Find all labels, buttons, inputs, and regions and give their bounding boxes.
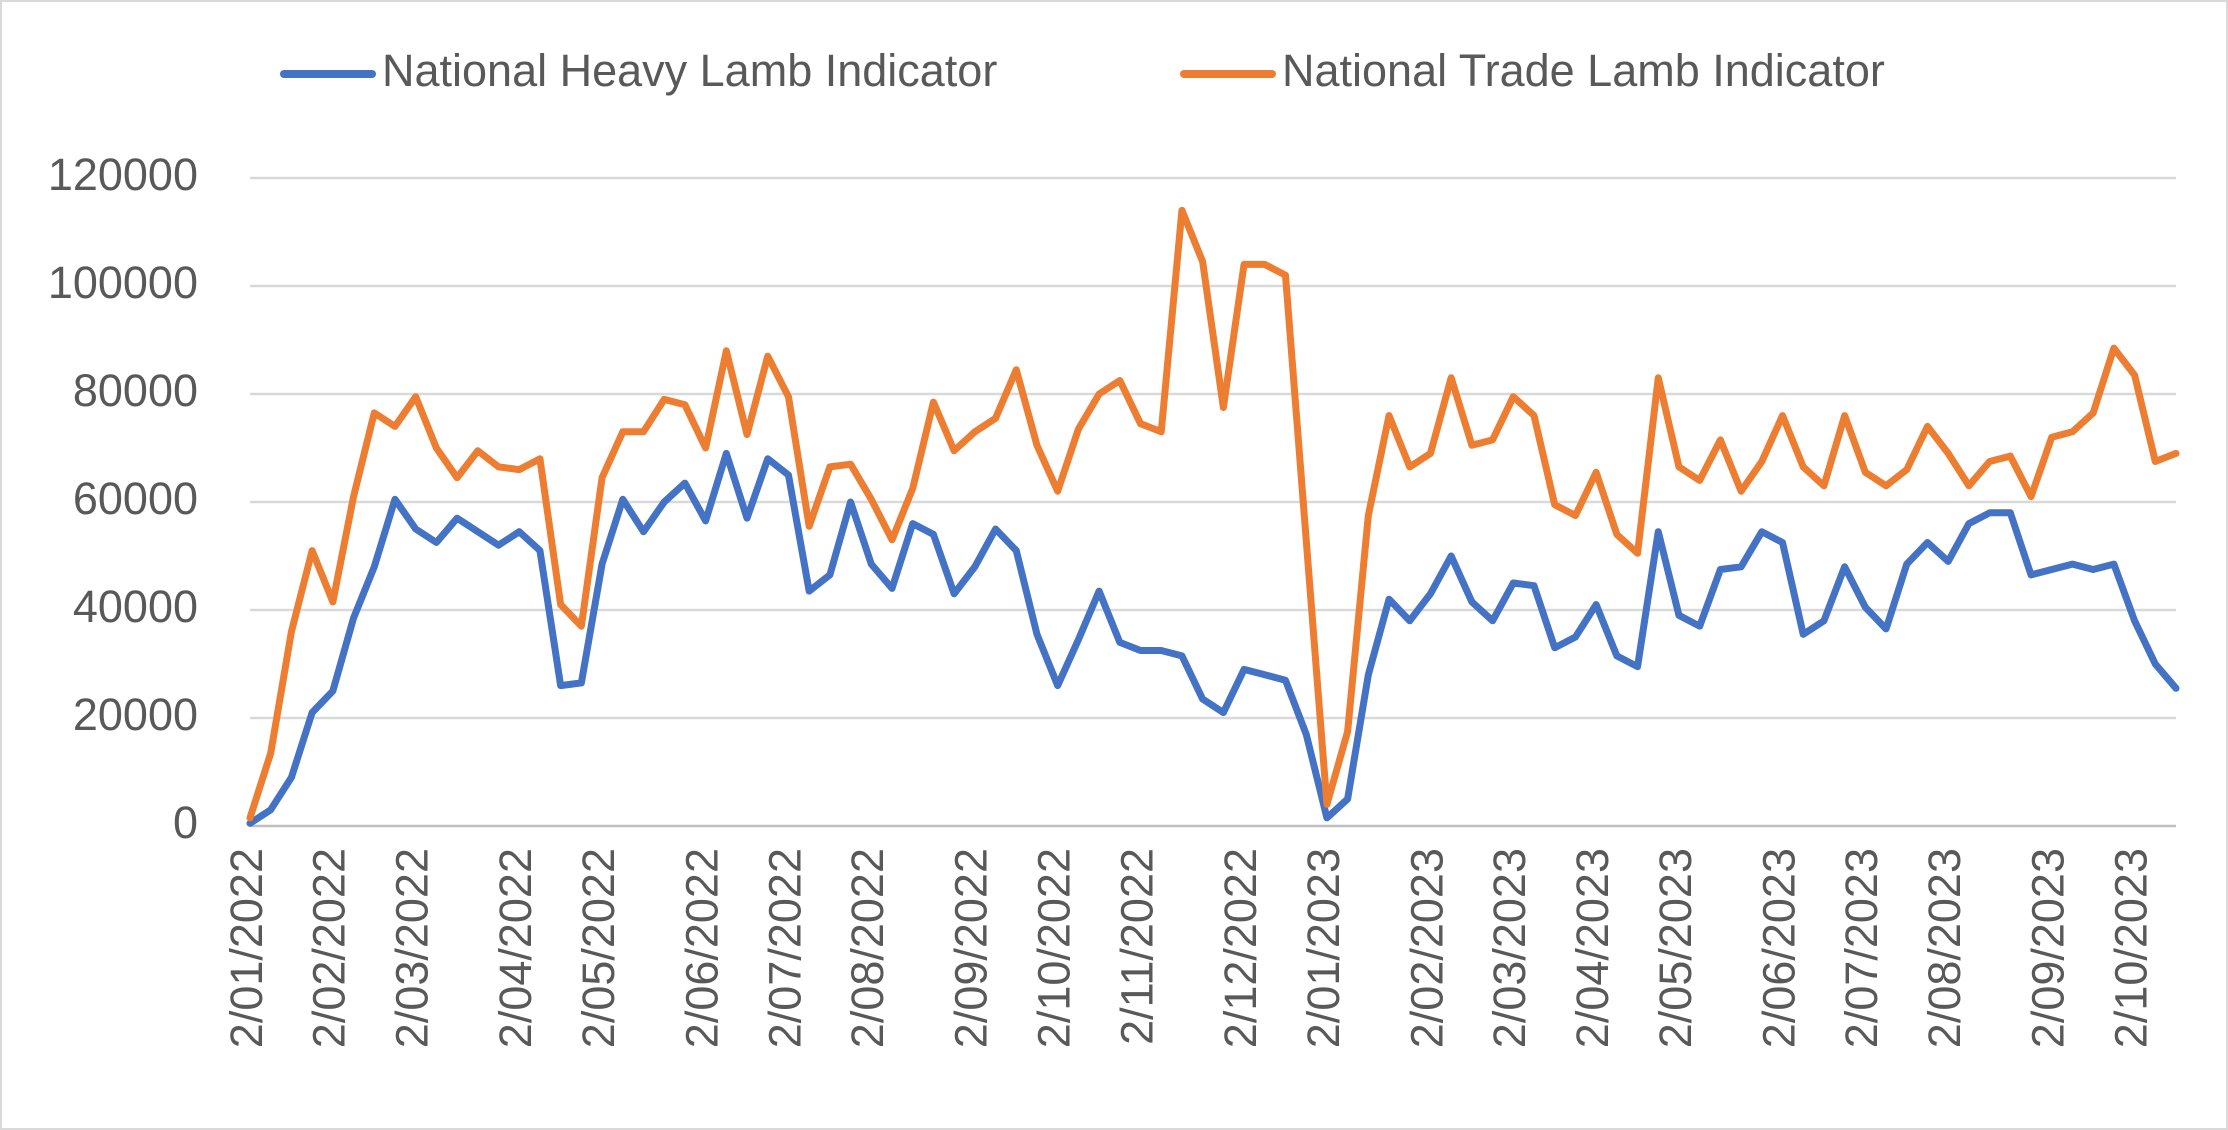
series-line (246, 449, 2180, 827)
x-tick-label: 2/04/2023 (1567, 848, 1618, 1048)
x-tick-label: 2/02/2022 (304, 848, 355, 1048)
x-tick-label: 2/08/2023 (1919, 848, 1970, 1048)
series-line (246, 206, 2180, 822)
y-tick-label: 20000 (73, 689, 198, 740)
y-tick-label: 80000 (73, 365, 198, 416)
x-tick-label: 2/02/2023 (1401, 848, 1452, 1048)
y-tick-label: 120000 (48, 149, 198, 200)
x-tick-label: 2/05/2023 (1650, 848, 1701, 1048)
x-tick-label: 2/05/2022 (573, 848, 624, 1048)
x-tick-label: 2/03/2023 (1484, 848, 1535, 1048)
x-tick-label: 2/07/2022 (759, 848, 810, 1048)
y-tick-label: 40000 (73, 581, 198, 632)
x-tick-label: 2/06/2023 (1753, 848, 1804, 1048)
x-tick-label: 2/03/2022 (387, 848, 438, 1048)
legend-label: National Trade Lamb Indicator (1282, 45, 1885, 96)
x-tick-label: 2/01/2022 (221, 848, 272, 1048)
x-tick-label: 2/06/2022 (677, 848, 728, 1048)
y-tick-label: 0 (173, 797, 198, 848)
x-tick-label: 2/11/2022 (1111, 848, 1162, 1045)
legend-label: National Heavy Lamb Indicator (382, 45, 997, 96)
y-tick-label: 60000 (73, 473, 198, 524)
x-tick-label: 2/09/2023 (2023, 848, 2074, 1048)
x-tick-label: 2/07/2023 (1836, 848, 1887, 1048)
x-tick-label: 2/10/2023 (2105, 848, 2156, 1048)
x-tick-label: 2/04/2022 (490, 848, 541, 1048)
x-tick-label: 2/12/2022 (1215, 848, 1266, 1048)
x-tick-label: 2/01/2023 (1298, 848, 1349, 1048)
y-tick-label: 100000 (48, 257, 198, 308)
x-tick-label: 2/10/2022 (1029, 848, 1080, 1048)
x-tick-label: 2/09/2022 (946, 848, 997, 1048)
x-tick-label: 2/08/2022 (842, 848, 893, 1048)
